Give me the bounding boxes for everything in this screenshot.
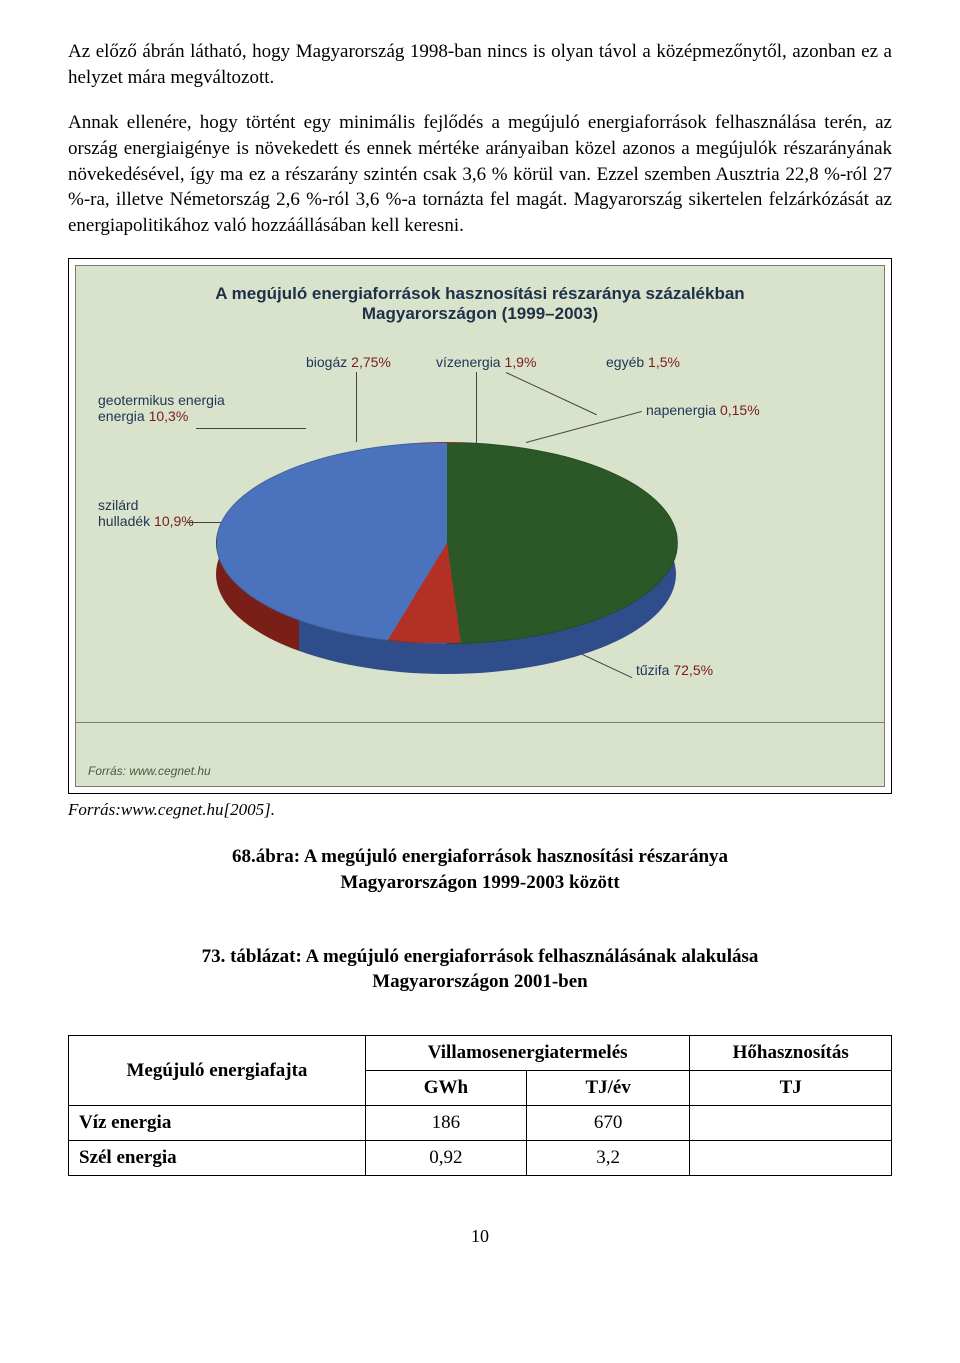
figure-caption-line2: Magyarországon 1999-2003 között [68,870,892,896]
paragraph-2: Annak ellenére, hogy történt egy minimál… [68,110,892,238]
table-row: Szél energia 0,92 3,2 [69,1141,892,1176]
label-egyeb: egyéb 1,5% [606,354,680,370]
chart-source: Forrás: www.cegnet.hu [88,764,211,778]
th-group2: Hőhasznosítás [690,1036,892,1071]
th-sub3: TJ [690,1071,892,1106]
chart-panel: A megújuló energiaforrások hasznosítási … [75,265,885,787]
label-geoterm: geotermikus energia energia 10,3% [98,392,225,424]
page-number: 10 [68,1226,892,1247]
pie-chart: geotermikus energia energia 10,3% biogáz… [76,342,884,722]
label-napenergia: napenergia 0,15% [646,402,760,418]
chart-title-line1: A megújuló energiaforrások hasznosítási … [76,284,884,304]
paragraph-1: Az előző ábrán látható, hogy Magyarorszá… [68,39,892,90]
th-sub2: TJ/év [526,1071,690,1106]
table-caption-line2: Magyarországon 2001-ben [68,969,892,995]
data-table: Megújuló energiafajta Villamosenergiater… [68,1035,892,1176]
th-sub1: GWh [365,1071,526,1106]
label-vizenergia: vízenergia 1,9% [436,354,536,370]
label-szilard: szilárd hulladék 10,9% [98,497,194,529]
table-row: Víz energia 186 670 [69,1106,892,1141]
th-rowhead: Megújuló energiafajta [69,1036,366,1106]
label-tuzifa: tűzifa 72,5% [636,662,713,678]
chart-container: A megújuló energiaforrások hasznosítási … [68,258,892,794]
table-caption-line1: 73. táblázat: A megújuló energiaforrások… [68,944,892,970]
label-biogaz: biogáz 2,75% [306,354,391,370]
chart-title-line2: Magyarországon (1999–2003) [76,304,884,324]
caption-source: Forrás:www.cegnet.hu[2005]. [68,800,892,820]
figure-caption-line1: 68.ábra: A megújuló energiaforrások hasz… [68,844,892,870]
th-group1: Villamosenergiatermelés [365,1036,690,1071]
